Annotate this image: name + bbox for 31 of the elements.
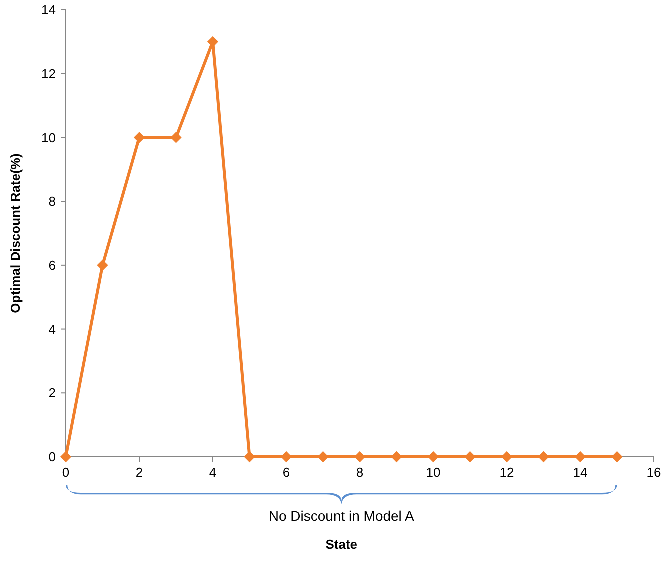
- y-tick-label: 0: [48, 450, 56, 465]
- point: [464, 451, 476, 463]
- point: [97, 260, 108, 271]
- y-tick-label: 8: [48, 194, 56, 210]
- point: [612, 451, 623, 463]
- y-tick-label: 10: [42, 130, 56, 146]
- y-tick-label: 2: [48, 386, 56, 401]
- x-tick-label: 8: [356, 465, 364, 480]
- point: [538, 451, 550, 463]
- point: [134, 132, 146, 144]
- x-axis-title: State: [326, 537, 358, 552]
- y-tick-label: 6: [48, 258, 56, 273]
- point: [318, 451, 329, 463]
- x-tick-label: 14: [573, 465, 588, 480]
- y-tick-label: 4: [48, 322, 56, 337]
- x-tick-label: 10: [426, 465, 441, 480]
- x-tick-label: 16: [646, 465, 662, 480]
- y-tick-label: 14: [42, 2, 56, 18]
- text: No Discount in Model A: [268, 508, 416, 524]
- x-tick-label: 2: [136, 465, 144, 480]
- x-tick-label: 12: [500, 465, 514, 480]
- point: [391, 451, 402, 463]
- y-axis-title: Optimal Discount Rate(%): [8, 154, 23, 314]
- point: [207, 36, 219, 48]
- point: [170, 132, 182, 144]
- point: [244, 451, 256, 463]
- x-tick-label: 0: [62, 465, 70, 480]
- y-tick-label: 12: [42, 66, 56, 82]
- x-tick-label: 6: [282, 465, 290, 480]
- x-tick-label: 4: [209, 465, 217, 480]
- point: [60, 451, 72, 463]
